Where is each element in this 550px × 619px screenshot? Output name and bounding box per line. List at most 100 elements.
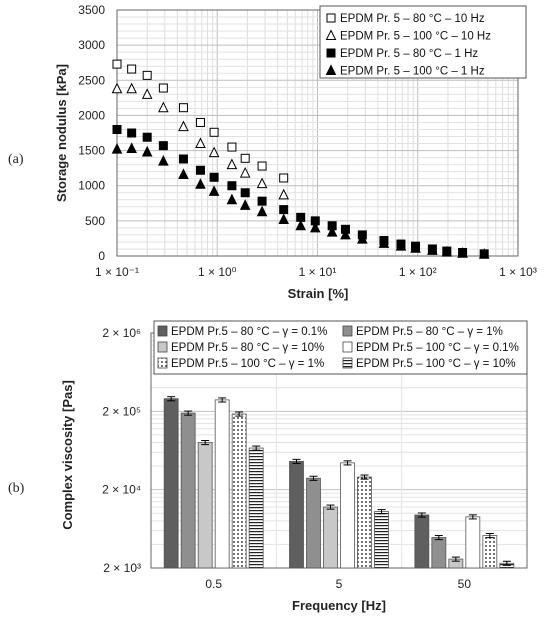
chart-b-bar [180,412,196,569]
chart-a-y-ticks: 0 500 1000 1500 2000 2500 3000 3500 [78,3,105,263]
chart-a-data-point [112,59,122,69]
chart-b-legend-swatch [157,341,168,353]
chart-a-data-point [240,153,250,163]
chart-b-y-tick-label: 2 × 10³ [103,561,141,575]
chart-a-data-point [178,120,189,132]
chart-a-legend-marker [325,64,337,75]
chart-a-data-point [256,177,268,189]
chart-b-y-tick-label: 2 × 10⁴ [102,483,141,497]
chart-a-data-point [278,188,290,200]
chart-a-data-point [441,246,453,257]
chart-b-bar [482,535,498,569]
chart-b-bar [414,514,430,569]
chart-b-x-ticks: 0.5 5 50 [205,577,471,591]
chart-b-bar [357,476,372,569]
panel-label-b: (b) [8,481,25,496]
chart-b-bar [465,516,481,569]
chart-a-y-tick-label: 1500 [78,144,105,158]
chart-a-data-point [142,70,152,80]
chart-a-grid [117,10,518,256]
chart-a-data-point [227,181,237,191]
chart-a-data-point [309,221,321,233]
chart-a-legend-box [319,5,527,79]
chart-b-bar [431,537,447,569]
chart-b-bar [197,442,213,569]
chart-a-data-point [226,193,238,205]
chart-b-bar [306,477,321,569]
chart-a-marks [111,59,490,259]
chart-a-x-ticks: 1 × 10⁻¹ 1 × 10⁰ 1 × 10¹ 1 × 10² 1 × 10³ [95,265,537,279]
chart-b-legend-label: EPDM Pr.5 – 100 °C – γ = 0.1% [356,342,519,354]
chart-b-x-tick-label: 0.5 [205,577,222,591]
chart-b-y-ticks: 2 × 10³ 2 × 10⁴ 2 × 10⁵ 2 × 10⁶ [102,326,141,575]
chart-a-data-point [158,83,168,93]
chart-a-y-tick-label: 3500 [78,3,105,17]
chart-b-bar [214,399,230,569]
chart-a-y-tick-label: 0 [98,249,105,263]
chart-b-legend: EPDM Pr.5 – 80 °C – γ = 0.1% EPDM Pr.5 – … [153,320,528,375]
chart-a-data-point [142,132,152,142]
chart-b-legend-swatch [157,325,168,337]
chart-b-legend-swatch [342,341,353,353]
chart-b-bar [289,460,304,569]
chart-a-y-tick-label: 1000 [78,179,105,193]
chart-b-legend-box [153,320,528,375]
chart-a-legend: EPDM Pr. 5 – 80 °C – 10 Hz EPDM Pr. 5 – 1… [319,5,527,79]
chart-a-y-tick-label: 3000 [78,38,105,52]
chart-a-data-point [357,233,368,244]
chart-a-data-point [126,82,137,94]
chart-b-legend-label: EPDM Pr.5 – 80 °C – γ = 1% [356,326,503,338]
chart-a-data-point [257,196,267,206]
chart-a-y-tick-label: 2500 [78,73,105,87]
chart-a-data-point [257,161,267,171]
chart-b-bar [231,413,247,569]
chart-a-data-point [127,64,137,74]
chart-b-bar [163,398,179,569]
chart-b-bar [323,506,338,569]
chart-a-data-point [112,124,122,134]
chart-a-data-point [256,205,268,217]
chart-a-legend-marker [326,13,336,23]
chart-a-legend-label: EPDM Pr. 5 – 80 °C – 1 Hz [340,48,478,60]
chart-a-data-point [127,128,137,138]
chart-a-data-point [178,168,189,179]
chart-a-data-point [395,240,407,251]
chart-a-data-point [158,141,168,151]
chart-a-data-point [178,103,188,113]
chart-a-y-tick-label: 2000 [78,108,105,122]
chart-a-data-point [340,228,351,240]
chart-a-data-point [158,154,169,166]
storage-modulus-chart: 1 × 10⁻¹ 1 × 10⁰ 1 × 10¹ 1 × 10² 1 × 10³ 0 50… [8,3,537,301]
chart-a-x-tick-label: 1 × 10² [399,265,437,279]
chart-a-data-point [278,213,290,224]
chart-a-data-point [178,154,188,164]
chart-a-legend-marker [325,29,337,40]
chart-a-data-point [126,142,137,153]
chart-b-x-axis-title: Frequency [Hz] [292,598,386,613]
chart-a-data-point [279,205,289,215]
chart-a-data-point [209,127,219,137]
chart-a-data-point [158,101,169,113]
chart-a-data-point [208,185,220,196]
chart-a-data-point [226,158,238,170]
chart-a-x-axis-title: Strain [%] [288,286,349,301]
chart-a-data-point [209,172,219,182]
chart-a-data-point [239,166,251,178]
chart-a-data-point [427,244,438,255]
complex-viscosity-chart: 0.5 5 50 2 × 10³ 2 × 10⁴ 2 × 10⁵ 2 × 10⁶ Freq… [8,320,528,613]
chart-b-legend-label: EPDM Pr.5 – 80 °C – γ = 0.1% [171,326,327,338]
chart-a-data-point [141,145,153,157]
chart-a-data-point [111,143,123,154]
chart-b-legend-swatch [342,357,353,369]
chart-b-legend-label: EPDM Pr.5 – 100 °C – γ = 10% [356,358,516,370]
chart-a-data-point [227,142,237,152]
chart-a-x-tick-label: 1 × 10¹ [299,265,337,279]
chart-a-legend-label: EPDM Pr. 5 – 100 °C – 10 Hz [340,31,491,43]
chart-a-data-point [295,219,307,231]
chart-a-data-point [195,137,206,149]
chart-b-y-axis-title: Complex viscosity [Pas] [60,380,75,530]
chart-b-legend-swatch [342,325,353,337]
chart-a-x-tick-label: 1 × 10³ [499,265,537,279]
chart-a-data-point [326,225,338,237]
